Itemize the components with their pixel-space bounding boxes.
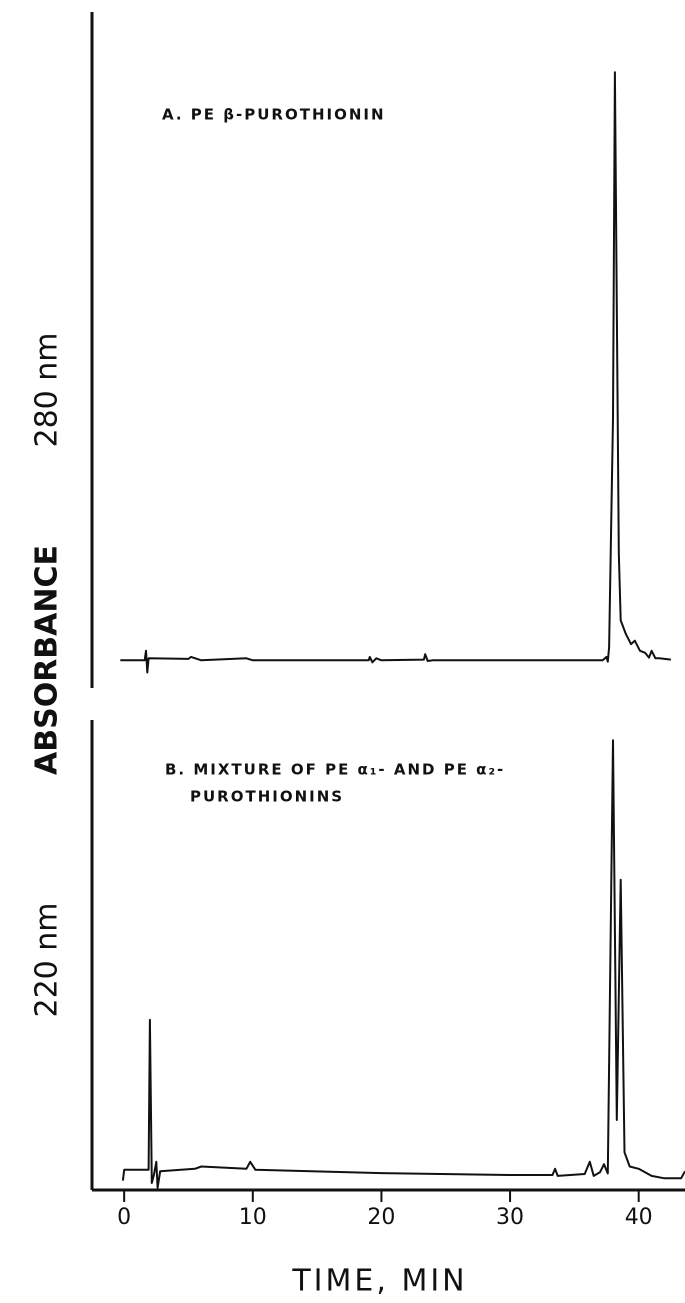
x-axis-label: TIME, MIN [291,1264,467,1299]
x-tick-label: 30 [496,1205,524,1230]
x-tick-label: 10 [239,1205,267,1230]
panel-y-label: 220 nm [30,902,65,1017]
panel-title: B. MIXTURE OF PE α₁- AND PE α₂- [165,761,505,779]
x-tick-label: 40 [625,1205,653,1230]
y-axis-label: ABSORBANCE [30,545,65,775]
panel-title: PUROTHIONINS [190,788,344,806]
x-tick-label: 20 [367,1205,395,1230]
data-line [120,71,672,674]
panel-y-label: 280 nm [30,332,65,447]
x-tick-label: 0 [117,1205,131,1230]
panel-title: A. PE β-PUROTHIONIN [162,106,386,124]
data-line [121,739,685,1189]
